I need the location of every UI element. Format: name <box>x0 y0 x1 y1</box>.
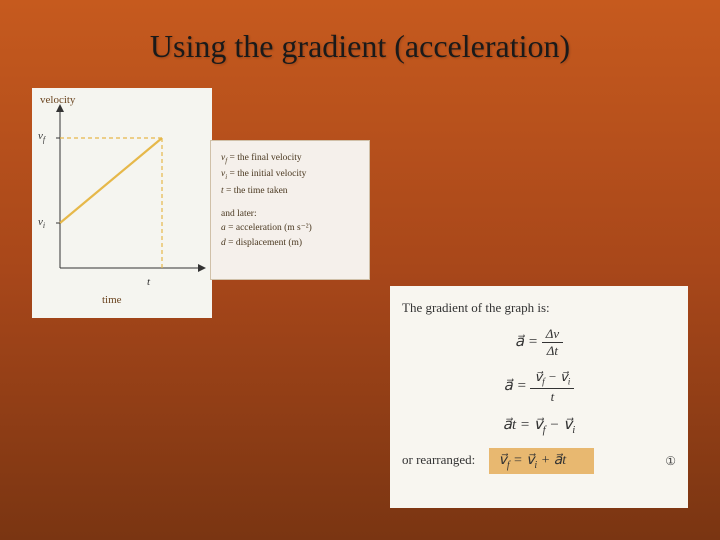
eq-at-equals-vf-minus-vi: a⃗t = v⃗f − v⃗i <box>402 415 676 436</box>
rearranged-label: or rearranged: <box>402 452 475 467</box>
def-a: a = acceleration (m s⁻²) <box>221 221 359 236</box>
graph-svg <box>42 98 206 298</box>
definitions-box: vf = the final velocity vi = the initial… <box>210 140 370 280</box>
final-equation-box: v⃗f = v⃗i + a⃗t <box>489 448 595 475</box>
def-t: t = the time taken <box>221 184 359 199</box>
x-axis-label: time <box>102 294 122 306</box>
equation-number: ① <box>665 454 676 469</box>
eq-a-equals-dv-dt: a⃗ = Δv Δt <box>402 326 676 359</box>
def-vi: vi = the initial velocity <box>221 167 359 183</box>
page-title: Using the gradient (acceleration) <box>0 28 720 65</box>
and-later-label: and later: <box>221 207 359 222</box>
x-axis-arrow <box>198 264 206 272</box>
t-axis-mark: t <box>147 276 150 288</box>
def-vf: vf = the final velocity <box>221 151 359 167</box>
gradient-heading: The gradient of the graph is: <box>402 300 676 316</box>
eq-a-equals-vf-vi-over-t: a⃗ = v⃗f − v⃗i t <box>402 369 676 405</box>
rearranged-row: or rearranged: v⃗f = v⃗i + a⃗t ① <box>402 448 676 475</box>
velocity-time-graph: velocity vf vi t time <box>32 88 212 318</box>
def-d: d = displacement (m) <box>221 236 359 251</box>
y-axis-arrow <box>56 104 64 112</box>
equations-panel: The gradient of the graph is: a⃗ = Δv Δt… <box>390 286 688 508</box>
velocity-line <box>60 138 162 223</box>
